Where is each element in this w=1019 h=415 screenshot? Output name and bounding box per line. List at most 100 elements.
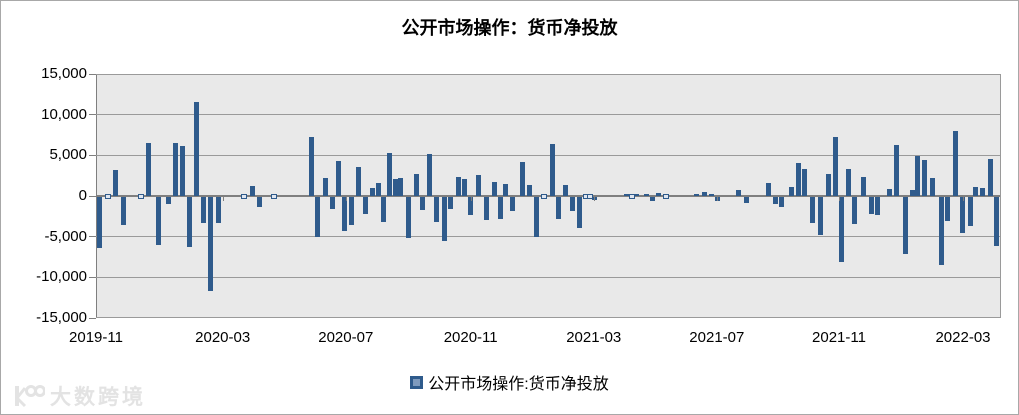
bar [509, 197, 515, 212]
bar [540, 193, 547, 199]
y-axis-label: 10,000 [41, 105, 87, 123]
bar [549, 143, 555, 196]
gridline [96, 276, 1000, 278]
x-axis-tick [593, 197, 595, 201]
y-axis-tick [89, 276, 96, 278]
bar [623, 193, 629, 196]
x-axis-tick [345, 197, 347, 201]
bar [909, 190, 915, 196]
bar [348, 197, 354, 226]
zero-axis-line [96, 195, 1000, 197]
bar [795, 163, 801, 196]
bar [663, 193, 670, 199]
bar [869, 197, 875, 214]
bar [201, 197, 207, 224]
bar [851, 197, 857, 224]
y-axis-tick [89, 195, 96, 197]
bar [860, 176, 866, 196]
bar [832, 137, 838, 196]
bar [271, 193, 278, 199]
bar [656, 192, 662, 196]
legend-color-swatch-icon [410, 375, 424, 389]
bar [576, 197, 582, 228]
bar [960, 197, 966, 233]
bar [145, 143, 151, 196]
bar [476, 175, 482, 196]
bar [736, 190, 742, 196]
bar [186, 197, 192, 247]
gridline [96, 74, 1000, 75]
bar [693, 193, 699, 196]
bar [433, 197, 439, 223]
bar [563, 185, 569, 196]
bar [241, 193, 248, 199]
bar [650, 197, 656, 201]
x-axis-label: 2021-03 [566, 329, 622, 346]
bar [945, 197, 951, 222]
bar [426, 153, 432, 196]
y-axis-tick [89, 317, 96, 319]
bar [825, 173, 831, 196]
bar [180, 145, 186, 196]
x-axis-tick [222, 197, 224, 201]
bar [405, 197, 411, 239]
bar [902, 197, 908, 254]
y-axis-label: -10,000 [36, 268, 87, 286]
bar [938, 197, 944, 265]
bar [393, 179, 399, 196]
x-axis-label: 2020-03 [195, 329, 251, 346]
bar [915, 156, 921, 196]
bar [461, 179, 467, 196]
gridline [96, 114, 1000, 116]
bar [193, 102, 199, 196]
bar [929, 178, 935, 196]
bar [173, 143, 179, 196]
bar [250, 186, 256, 196]
bar [708, 193, 714, 196]
bar [519, 161, 525, 196]
bar [455, 176, 461, 196]
bar [839, 197, 845, 263]
bar [448, 197, 454, 209]
y-axis-tick [89, 236, 96, 238]
gridline [96, 317, 1000, 318]
bar [138, 193, 145, 199]
y-axis-label: -15,000 [36, 309, 87, 326]
bar [887, 188, 893, 196]
bar [526, 185, 532, 196]
bar [569, 197, 575, 212]
bar [802, 169, 808, 196]
x-axis-tick [962, 197, 964, 201]
bar [120, 197, 126, 226]
bar [104, 193, 111, 199]
x-axis-tick [96, 197, 97, 201]
bar [363, 197, 369, 214]
bar [845, 169, 851, 196]
bar [894, 145, 900, 196]
x-axis-tick [470, 197, 472, 201]
y-axis-tick [89, 114, 96, 116]
plot-area [96, 74, 1001, 318]
bar [779, 197, 785, 208]
bar [369, 187, 375, 196]
bar [765, 183, 771, 196]
bar [633, 193, 639, 196]
bar [97, 197, 103, 249]
bar [587, 193, 594, 199]
bar [987, 159, 993, 196]
y-axis-label: -5,000 [44, 227, 87, 245]
x-axis-label: 2021-07 [689, 329, 745, 346]
bar [980, 188, 986, 196]
bar [773, 197, 779, 204]
bar [113, 169, 119, 196]
bar [534, 197, 540, 237]
bar [208, 197, 214, 291]
bar [744, 197, 750, 203]
bar [818, 197, 824, 236]
bar [398, 177, 404, 196]
x-axis-label: 2021-11 [812, 329, 866, 346]
bar [308, 137, 314, 196]
x-axis-label: 2020-11 [443, 329, 498, 346]
bar [643, 193, 649, 196]
legend-label: 公开市场操作:货币净投放 [428, 376, 609, 393]
